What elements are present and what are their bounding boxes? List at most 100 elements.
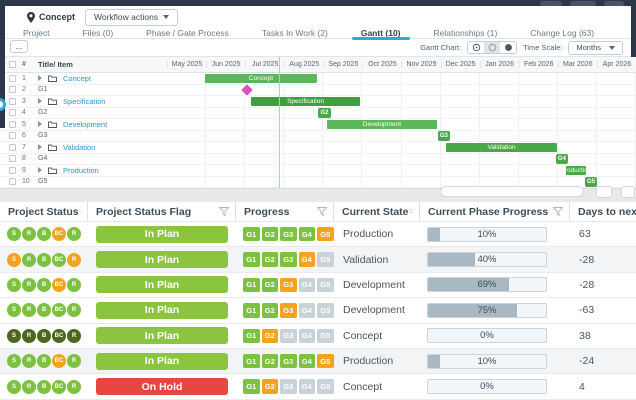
expand-caret-icon[interactable] [38,121,42,128]
column-header-project-status-flag[interactable]: Project Status Flag [88,202,236,221]
status-circle-b: B [37,379,51,394]
workflow-actions-button[interactable]: Workflow actions [85,8,179,26]
tab-project[interactable]: Project [23,28,50,38]
status-flag-badge[interactable]: In Plan [96,225,228,243]
gantt-scroll-button[interactable] [621,186,635,198]
status-circle-r: R [22,277,36,292]
row-checkbox[interactable] [9,86,16,94]
project-row-1[interactable]: S R B BC R In Plan G1 G2 G3 G4 G5 Production 10% 63 [0,222,636,248]
project-row-3[interactable]: S R B BC R In Plan G1 G2 G3 G4 G5 Development 69% -28 [0,272,636,299]
project-row-7[interactable]: S R B BC R On Hold G1 G2 G3 G4 G5 Concept 0% 4 [0,374,636,400]
row-checkbox[interactable] [9,109,16,117]
row-checkbox[interactable] [9,132,16,140]
gantt-bar-development[interactable]: Development [326,120,438,129]
column-header-current-state[interactable]: Current State [334,202,420,221]
gantt-bar-production[interactable]: Production [566,166,586,175]
column-header-project-status[interactable]: Project Status [0,202,88,221]
project-status-circles: S R B BC R [0,227,88,242]
more-options-button[interactable]: ... [10,40,28,53]
column-header-days-to-next[interactable]: Days to next ... [570,202,636,221]
gate-badge-g1: G1 [243,252,260,267]
time-scale-select[interactable]: Months [568,40,623,55]
status-flag-badge[interactable]: On Hold [96,378,228,396]
select-all-checkbox[interactable] [9,61,16,68]
side-handle-icon[interactable] [0,98,6,111]
current-state-cell: Development [343,278,405,291]
month-header-nov-2025: Nov 2025 [401,61,440,68]
gantt-milestone-g3[interactable]: G3 [437,131,450,141]
tab-gantt-10[interactable]: Gantt (10) [346,28,416,40]
row-checkbox[interactable] [9,120,16,128]
gantt-view-clock-icon[interactable] [468,42,485,53]
gantt-gate-label: G2 [38,109,48,117]
gate-badge-g2: G2 [261,226,278,242]
row-checkbox[interactable] [9,143,16,151]
month-gridline [439,73,441,188]
gantt-bar-validation[interactable]: Validation [446,143,558,152]
project-row-2[interactable]: S R B BC R In Plan G1 G2 G3 G4 G5 Validation 40% -28 [0,247,636,273]
filter-funnel-icon[interactable] [78,207,81,216]
gantt-bar-specification[interactable]: Specification [251,97,361,106]
tab-relationships-1[interactable]: Relationships (1) [433,28,498,38]
expand-caret-icon[interactable] [38,98,42,105]
phase-progress-bar: 10% [427,353,547,369]
status-flag-badge[interactable]: In Plan [96,251,228,269]
row-checkbox[interactable] [9,178,16,186]
month-header-jun-2025: Jun 2025 [206,61,245,68]
gantt-item-link[interactable]: Specification [63,96,106,106]
status-flag-badge[interactable]: In Plan [96,327,228,345]
column-header-label: Project Status Flag [96,205,192,218]
status-flag-badge[interactable]: In Plan [96,301,228,319]
gantt-milestone-g5[interactable]: G5 [585,177,597,187]
gantt-view-half-circle-icon[interactable] [484,42,501,53]
expand-caret-icon[interactable] [38,167,42,174]
status-circle-r: R [22,303,36,318]
row-number: 6 [22,132,26,140]
column-header-current-phase-progress[interactable]: Current Phase Progress [420,202,570,221]
status-flag-badge[interactable]: In Plan [96,352,228,370]
column-header-progress[interactable]: Progress [236,202,334,221]
column-header-label: Days to next ... [578,205,636,218]
expand-caret-icon[interactable] [38,75,42,82]
gantt-milestone-diamond[interactable] [241,84,253,96]
filter-funnel-icon[interactable] [219,207,229,216]
tab-files-0[interactable]: Files (0) [82,28,114,38]
gantt-tree-row-g4: 8 G4 [0,154,167,165]
row-gridline [167,141,636,142]
filter-funnel-icon[interactable] [317,207,327,216]
row-checkbox[interactable] [9,155,16,163]
phase-progress-label: 69% [477,279,497,291]
gantt-item-link[interactable]: Concept [63,73,91,83]
gantt-scroll-button[interactable] [596,186,612,198]
row-checkbox[interactable] [9,97,16,105]
expand-caret-icon[interactable] [38,144,42,151]
days-to-next-cell: -63 [579,304,595,317]
row-gridline [167,106,636,108]
gate-badge-g1: G1 [243,379,260,394]
row-checkbox[interactable] [9,74,16,82]
gate-badge-g1: G1 [243,226,260,242]
gantt-bar-concept[interactable]: Concept [204,74,318,83]
project-row-5[interactable]: S R B BC R In Plan G1 G2 G3 G4 G5 Concept 0% 38 [0,323,636,349]
row-checkbox[interactable] [9,166,16,174]
tab-tasks-in-work-2[interactable]: Tasks In Work (2) [261,28,328,38]
gantt-view-filled-circle-icon[interactable] [500,42,517,53]
gantt-item-link[interactable]: Development [63,119,108,129]
current-state-cell: Validation [343,253,389,266]
gantt-milestone-g4[interactable]: G4 [555,154,568,164]
project-status-table: Project Status Project Status Flag Progres… [0,202,636,400]
tab-change-log-63[interactable]: Change Log (63) [530,28,595,38]
gantt-milestone-g2[interactable]: G2 [317,108,332,118]
project-row-6[interactable]: S R B BC R In Plan G1 G2 G3 G4 G5 Production 10% -24 [0,348,636,375]
status-circle-s: S [7,252,21,267]
gantt-item-link[interactable]: Production [63,165,99,175]
gate-badge-g3: G3 [280,277,297,293]
project-row-4[interactable]: S R B BC R In Plan G1 G2 G3 G4 G5 Development 75% -63 [0,298,636,324]
status-flag-badge[interactable]: In Plan [96,276,228,294]
tab-phase-gate-process[interactable]: Phase / Gate Process [146,28,229,38]
filter-funnel-icon[interactable] [553,207,563,216]
gantt-hscrollbar-thumb[interactable] [440,186,584,197]
gantt-item-link[interactable]: Validation [63,142,96,152]
month-header-oct-2025: Oct 2025 [362,61,401,68]
filter-funnel-icon[interactable] [408,207,413,216]
